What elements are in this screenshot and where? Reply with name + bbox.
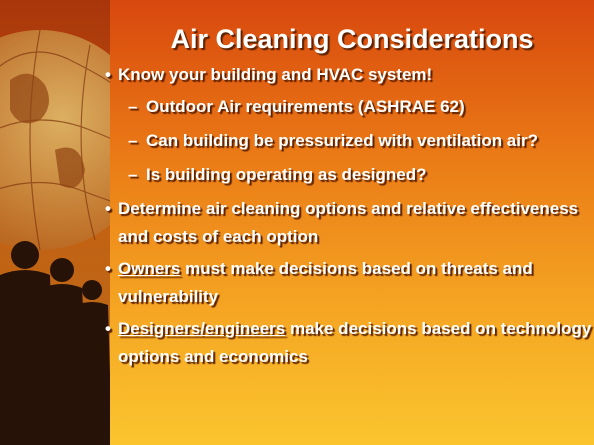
bullet-emphasis: Designers/engineers [118,319,285,338]
art-shade [0,0,110,445]
bullet-list: Know your building and HVAC system! Outdo… [118,61,592,375]
bullet-text: Determine air cleaning options and relat… [118,199,578,246]
slide: Air Cleaning Considerations Know your bu… [0,0,594,445]
bullet-text: must make decisions based on threats and… [118,259,533,306]
sub-bullet: Is building operating as designed? [118,161,592,189]
bullet: Determine air cleaning options and relat… [118,195,592,251]
slide-title: Air Cleaning Considerations [110,24,594,55]
bullet: Owners must make decisions based on thre… [118,255,592,311]
bullet-text: Know your building and HVAC system! [118,65,432,84]
sub-bullet: Outdoor Air requirements (ASHRAE 62) [118,93,592,121]
sub-bullet: Can building be pressurized with ventila… [118,127,592,155]
bullet-emphasis: Owners [118,259,180,278]
slide-artwork [0,0,110,445]
bullet: Designers/engineers make decisions based… [118,315,592,371]
bullet: Know your building and HVAC system! [118,61,592,89]
